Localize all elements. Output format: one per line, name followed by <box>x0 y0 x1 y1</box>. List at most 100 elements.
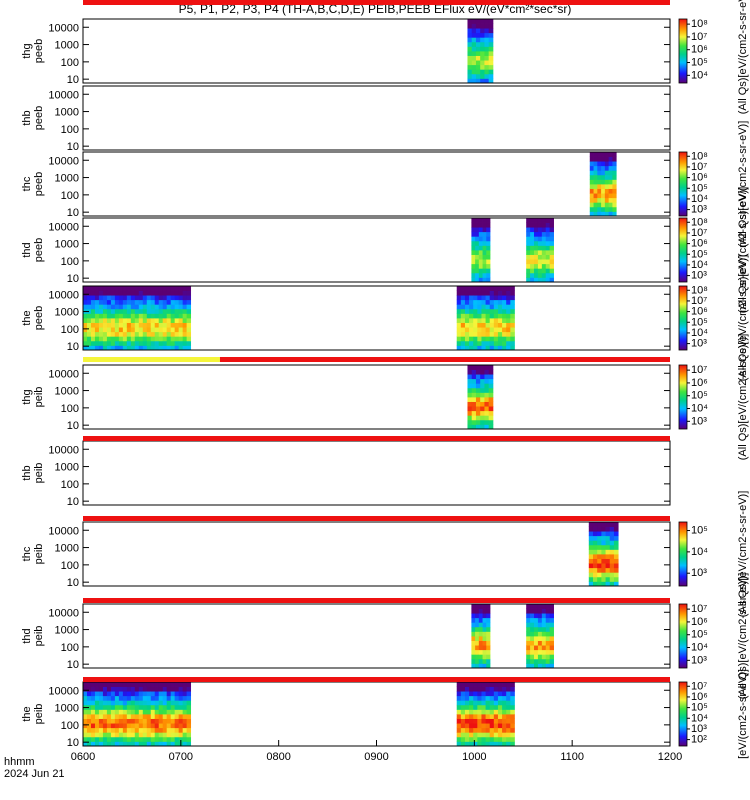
panel-probe-label: the <box>21 706 33 721</box>
spectrogram-cell <box>178 727 184 733</box>
spectrogram-cell <box>460 286 466 291</box>
spectrogram-cell <box>605 567 611 573</box>
spectrogram-cell <box>154 741 160 747</box>
spectrogram-cell <box>460 290 466 296</box>
spectrogram-cell <box>110 700 116 706</box>
spectrogram-cell <box>162 336 168 342</box>
spectrogram-cell <box>90 732 96 738</box>
spectrogram-cell <box>122 336 128 342</box>
spectrogram-cell <box>86 345 92 351</box>
colorbar-title: (All Qs)[eV/(cm2-s-sr-eV)] <box>737 0 749 114</box>
spectrogram-cell <box>485 718 491 724</box>
spectrogram-cell <box>182 723 188 729</box>
spectrogram-cell <box>118 322 124 328</box>
spectrogram-cell <box>118 299 124 305</box>
spectrogram-cell <box>486 663 491 669</box>
colorbar-label: 10⁷ <box>691 364 707 376</box>
spectrogram-cell <box>86 336 92 342</box>
spectrogram-cell <box>460 727 466 733</box>
spectrogram-cell <box>609 549 615 555</box>
colorbar-label: 10⁵ <box>691 316 708 328</box>
spectrogram-cell <box>114 714 120 719</box>
spectrogram-cell <box>502 336 507 342</box>
spectrogram-cell <box>601 549 606 555</box>
spectrogram-cell <box>481 290 486 296</box>
panel-probe-label: thc <box>21 176 33 191</box>
spectrogram-cell <box>530 640 535 646</box>
spectrogram-cell <box>134 286 140 291</box>
spectrogram-cell <box>526 277 531 283</box>
spectrogram-cell <box>481 322 486 328</box>
spectrogram-cell <box>473 322 478 328</box>
spectrogram-cell <box>597 161 602 167</box>
spectrogram-cell <box>90 313 96 319</box>
spectrogram-cell <box>102 336 108 342</box>
spectrogram-cell <box>471 383 477 389</box>
spectrogram-cell <box>126 286 132 291</box>
spectrogram-cell <box>604 161 610 167</box>
spectrogram-cell <box>154 308 160 314</box>
spectrogram-cell <box>497 741 503 747</box>
spectrogram-cell <box>126 686 132 692</box>
spectrogram-cell <box>90 686 96 692</box>
spectrogram-cell <box>467 378 473 384</box>
spectrogram-cell <box>134 718 140 724</box>
spectrogram-cell <box>469 322 474 328</box>
spectrogram-cell <box>588 572 594 578</box>
spectrogram-cell <box>174 718 180 724</box>
spectrogram-cell <box>613 554 619 559</box>
spectrogram-cell <box>481 718 486 724</box>
spectrogram-cell <box>162 327 168 333</box>
spectrogram-cell <box>83 682 88 687</box>
spectrogram-cell <box>186 732 192 738</box>
spectrogram-cell <box>545 272 551 278</box>
spectrogram-cell <box>613 563 619 569</box>
spectrogram-cell <box>480 365 485 370</box>
spectrogram-cell <box>467 406 473 412</box>
spectrogram-cell <box>486 622 491 628</box>
spectrogram-cell <box>537 222 543 228</box>
y-tick-label: 1000 <box>55 107 79 119</box>
spectrogram-cell <box>186 286 192 291</box>
spectrogram-cell <box>537 268 543 274</box>
spectrogram-cell <box>545 631 551 637</box>
spectrogram-cell <box>146 686 152 692</box>
spectrogram-cell <box>475 636 480 641</box>
spectrogram-cell <box>158 700 164 706</box>
spectrogram-cell <box>138 718 144 724</box>
spectrogram-cell <box>158 286 164 291</box>
spectrogram-cell <box>477 714 482 719</box>
spectrogram-cell <box>613 576 619 582</box>
spectrogram-cell <box>477 345 482 351</box>
spectrogram-cell <box>186 327 192 333</box>
spectrogram-cell <box>94 313 100 319</box>
spectrogram-cell <box>174 299 180 305</box>
spectrogram-cell <box>166 686 172 692</box>
spectrogram-cell <box>534 254 539 260</box>
x-tick-label: 1200 <box>658 751 682 763</box>
spectrogram-cell <box>489 691 495 697</box>
spectrogram-cell <box>146 295 152 301</box>
spectrogram-cell <box>589 188 594 194</box>
spectrogram-cell <box>134 313 140 319</box>
spectrogram-cell <box>126 313 132 319</box>
panel-frame <box>82 151 671 217</box>
spectrogram-cell <box>126 336 132 342</box>
spectrogram-cell <box>464 723 470 729</box>
spectrogram-cell <box>605 558 611 564</box>
spectrogram-cell <box>456 290 462 296</box>
spectrogram-cell <box>534 658 539 664</box>
spectrogram-cell <box>90 331 96 337</box>
spectrogram-cell <box>170 682 176 687</box>
spectrogram-cell <box>588 581 594 587</box>
spectrogram-cell <box>471 268 476 274</box>
spectrogram-cell <box>588 531 594 537</box>
spectrogram-cell <box>489 290 495 296</box>
spectrogram-cell <box>471 613 476 619</box>
spectrogram-cell <box>597 581 602 587</box>
spectrogram-cell <box>83 691 88 697</box>
spectrogram-cell <box>142 714 148 719</box>
spectrogram-cell <box>530 268 535 274</box>
